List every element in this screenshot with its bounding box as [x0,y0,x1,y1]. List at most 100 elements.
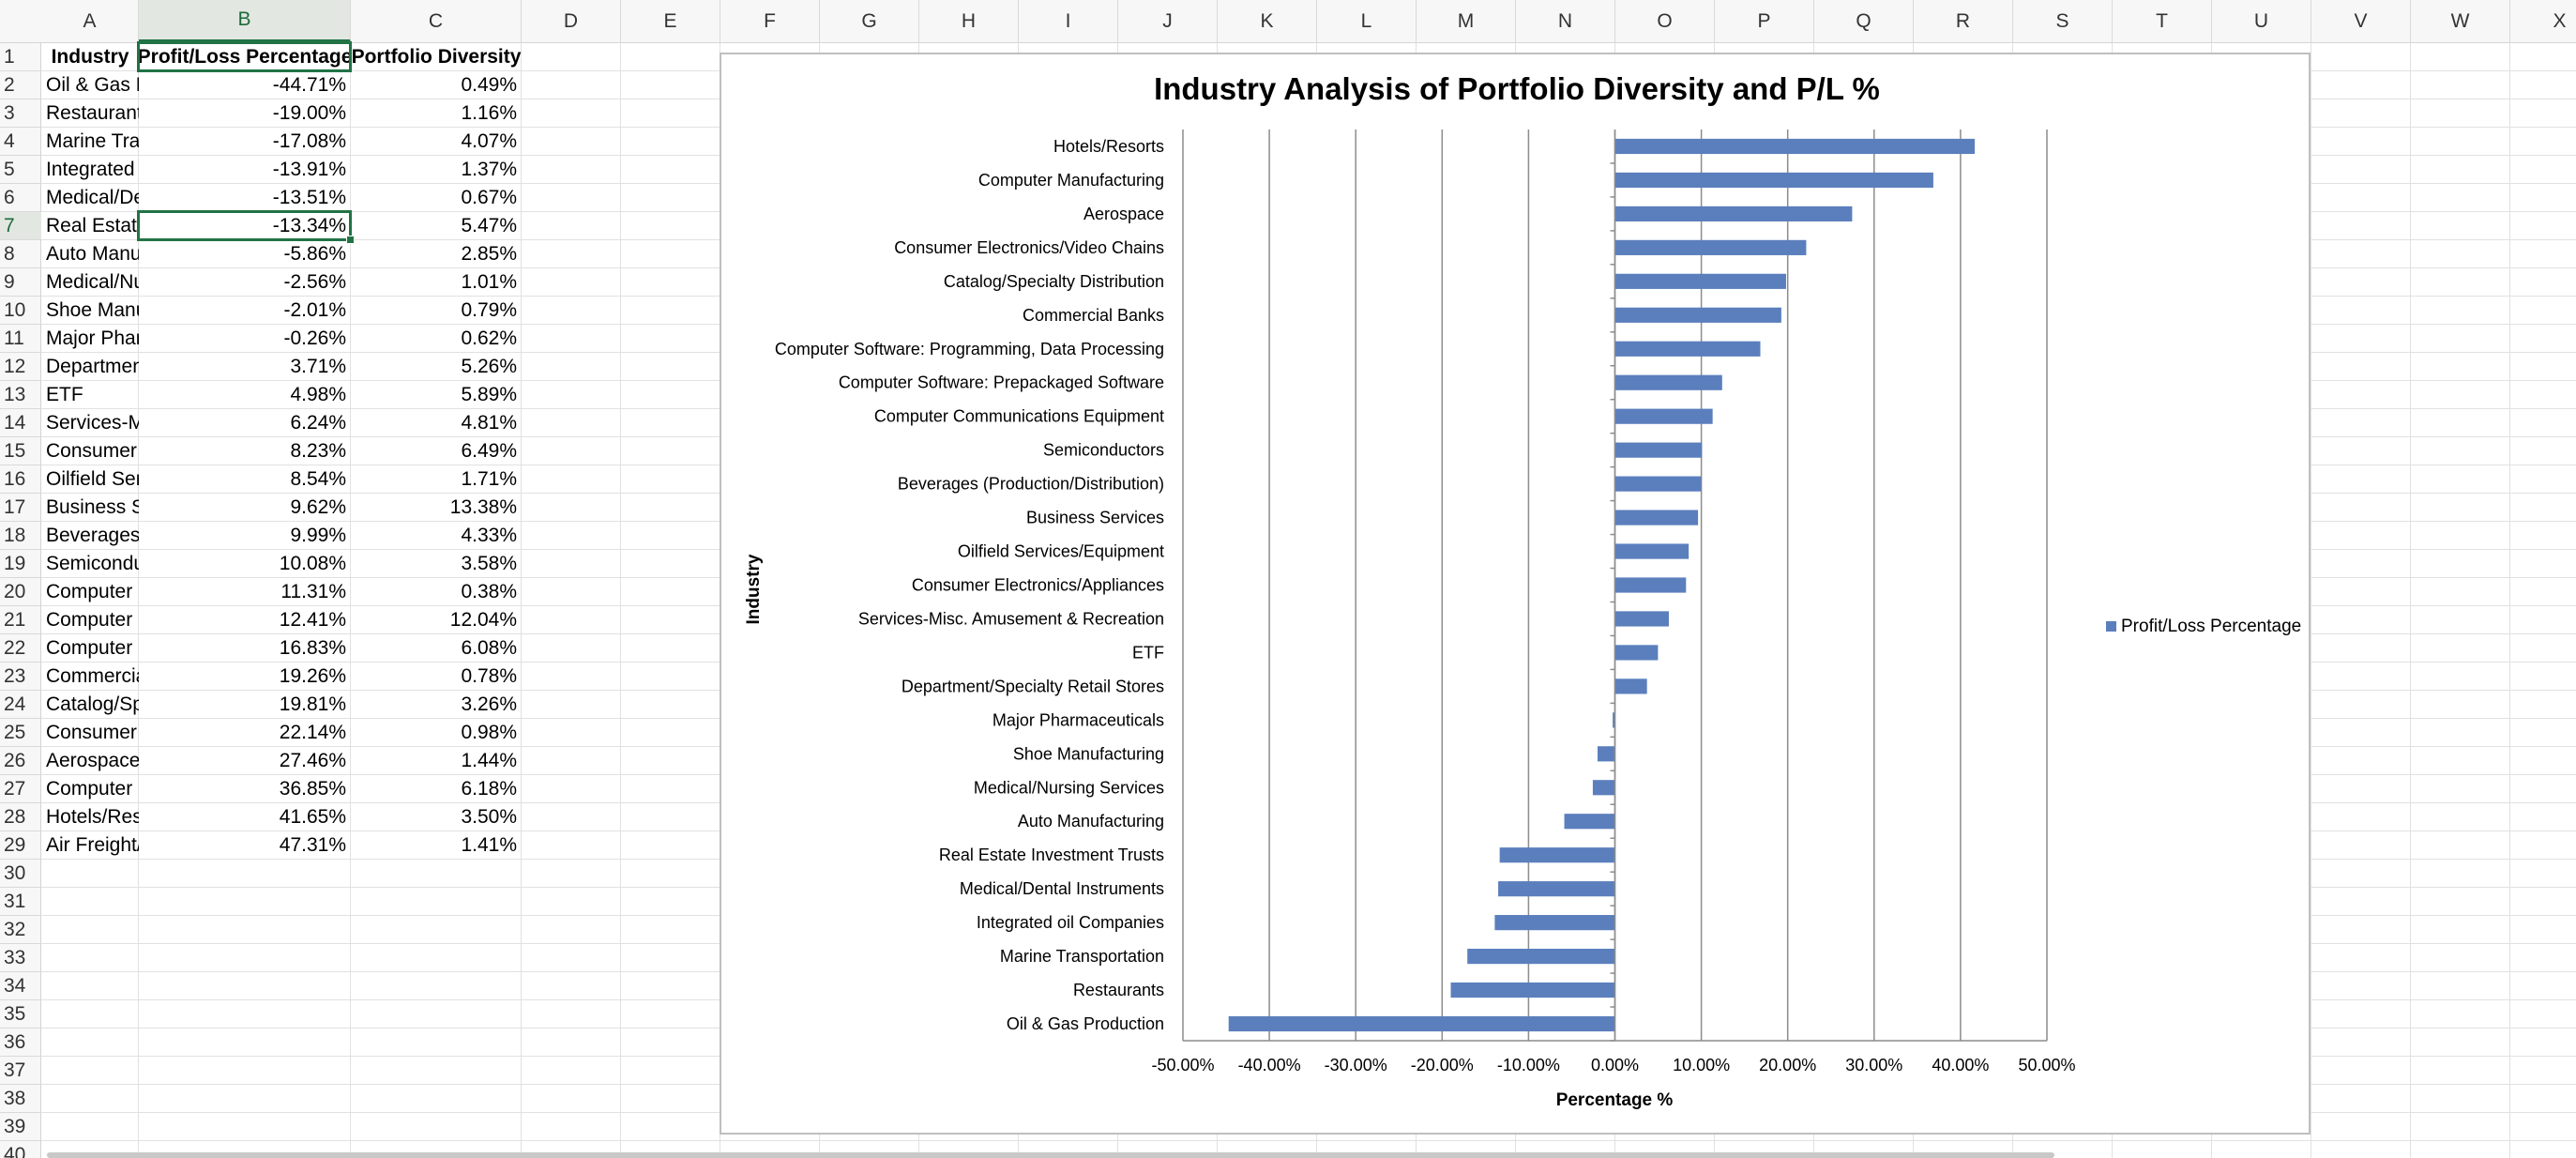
industry-cell[interactable]: Beverages ( [46,525,139,546]
profit-loss-cell[interactable]: 12.41% [279,609,346,631]
row-header-33[interactable]: 33 [0,944,41,972]
column-header-t[interactable]: T [2113,0,2212,43]
profit-loss-cell[interactable]: 19.81% [279,693,346,715]
industry-cell[interactable]: Consumer E [46,440,139,462]
portfolio-diversity-cell[interactable]: 1.16% [461,102,517,124]
fill-handle[interactable] [346,236,355,244]
row-header-1[interactable]: 1 [0,43,41,71]
portfolio-diversity-cell[interactable]: 3.58% [461,553,517,574]
profit-loss-cell[interactable]: 36.85% [279,778,346,800]
portfolio-diversity-cell[interactable]: 0.98% [461,722,517,743]
industry-cell[interactable]: Real Estate [46,215,139,236]
column-header-v[interactable]: V [2311,0,2411,43]
profit-loss-cell[interactable]: 9.62% [290,496,346,518]
portfolio-diversity-cell[interactable]: 2.85% [461,243,517,265]
column-header-j[interactable]: J [1118,0,1218,43]
column-header-m[interactable]: M [1417,0,1516,43]
profit-loss-cell[interactable]: 41.65% [279,806,346,828]
column-header-q[interactable]: Q [1814,0,1914,43]
header-cell[interactable]: Industry [51,46,129,68]
row-header-22[interactable]: 22 [0,634,41,663]
portfolio-diversity-cell[interactable]: 13.38% [449,496,517,518]
row-header-20[interactable]: 20 [0,578,41,606]
portfolio-diversity-cell[interactable]: 12.04% [449,609,517,631]
industry-cell[interactable]: Computer C [46,581,139,602]
portfolio-diversity-cell[interactable]: 6.49% [461,440,517,462]
row-header-6[interactable]: 6 [0,184,41,212]
column-header-f[interactable]: F [720,0,820,43]
row-header-27[interactable]: 27 [0,775,41,803]
column-header-l[interactable]: L [1317,0,1417,43]
row-header-10[interactable]: 10 [0,297,41,325]
profit-loss-cell[interactable]: -44.71% [272,74,346,96]
row-header-40[interactable]: 40 [0,1141,41,1158]
portfolio-diversity-cell[interactable]: 1.37% [461,159,517,180]
row-header-17[interactable]: 17 [0,494,41,522]
row-header-14[interactable]: 14 [0,409,41,437]
row-header-38[interactable]: 38 [0,1085,41,1113]
row-header-21[interactable]: 21 [0,606,41,634]
industry-cell[interactable]: Aerospace [46,750,139,771]
industry-cell[interactable]: Shoe Manu [46,299,139,321]
column-header-s[interactable]: S [2013,0,2113,43]
portfolio-diversity-cell[interactable]: 5.26% [461,356,517,377]
column-header-n[interactable]: N [1516,0,1615,43]
profit-loss-cell[interactable]: 19.26% [279,665,346,687]
portfolio-diversity-cell[interactable]: 3.26% [461,693,517,715]
profit-loss-cell[interactable]: -13.34% [272,215,346,236]
industry-cell[interactable]: Medical/De [46,187,139,208]
industry-cell[interactable]: Services-Mi [46,412,139,434]
industry-cell[interactable]: Oil & Gas Pr [46,74,139,96]
industry-cell[interactable]: Computer M [46,778,139,800]
profit-loss-cell[interactable]: 27.46% [279,750,346,771]
profit-loss-cell[interactable]: -2.56% [283,271,346,293]
profit-loss-cell[interactable]: -0.26% [283,328,346,349]
portfolio-diversity-cell[interactable]: 3.50% [461,806,517,828]
row-header-9[interactable]: 9 [0,268,41,297]
portfolio-diversity-cell[interactable]: 6.18% [461,778,517,800]
industry-cell[interactable]: Integrated o [46,159,139,180]
profit-loss-cell[interactable]: 8.54% [290,468,346,490]
column-header-u[interactable]: U [2212,0,2311,43]
profit-loss-cell[interactable]: 47.31% [279,834,346,856]
profit-loss-cell[interactable]: -13.91% [272,159,346,180]
column-header-k[interactable]: K [1218,0,1317,43]
column-header-r[interactable]: R [1914,0,2013,43]
profit-loss-cell[interactable]: 22.14% [279,722,346,743]
column-header-e[interactable]: E [621,0,720,43]
bar-chart[interactable]: Industry Analysis of Portfolio Diversity… [720,53,2311,1135]
portfolio-diversity-cell[interactable]: 1.01% [461,271,517,293]
industry-cell[interactable]: Business Se [46,496,139,518]
row-header-2[interactable]: 2 [0,71,41,99]
column-header-i[interactable]: I [1019,0,1118,43]
row-header-15[interactable]: 15 [0,437,41,465]
profit-loss-cell[interactable]: 9.99% [290,525,346,546]
industry-cell[interactable]: Computer S [46,609,139,631]
profit-loss-cell[interactable]: 16.83% [279,637,346,659]
portfolio-diversity-cell[interactable]: 1.41% [461,834,517,856]
column-header-p[interactable]: P [1715,0,1814,43]
row-header-37[interactable]: 37 [0,1057,41,1085]
portfolio-diversity-cell[interactable]: 4.33% [461,525,517,546]
industry-cell[interactable]: Semicondu [46,553,139,574]
industry-cell[interactable]: ETF [46,384,83,405]
industry-cell[interactable]: Oilfield Ser [46,468,139,490]
portfolio-diversity-cell[interactable]: 0.49% [461,74,517,96]
row-header-32[interactable]: 32 [0,916,41,944]
horizontal-scrollbar[interactable] [47,1152,2054,1158]
industry-cell[interactable]: Medical/Nu [46,271,139,293]
row-header-11[interactable]: 11 [0,325,41,353]
industry-cell[interactable]: Auto Manu [46,243,139,265]
profit-loss-cell[interactable]: -17.08% [272,130,346,152]
row-header-4[interactable]: 4 [0,128,41,156]
row-header-30[interactable]: 30 [0,860,41,888]
row-header-24[interactable]: 24 [0,691,41,719]
column-header-x[interactable]: X [2510,0,2576,43]
profit-loss-cell[interactable]: 11.31% [280,581,346,602]
industry-cell[interactable]: Hotels/Reso [46,806,139,828]
row-header-28[interactable]: 28 [0,803,41,831]
row-header-34[interactable]: 34 [0,972,41,1000]
profit-loss-cell[interactable]: 10.08% [279,553,346,574]
portfolio-diversity-cell[interactable]: 0.38% [461,581,517,602]
industry-cell[interactable]: Computer S [46,637,139,659]
